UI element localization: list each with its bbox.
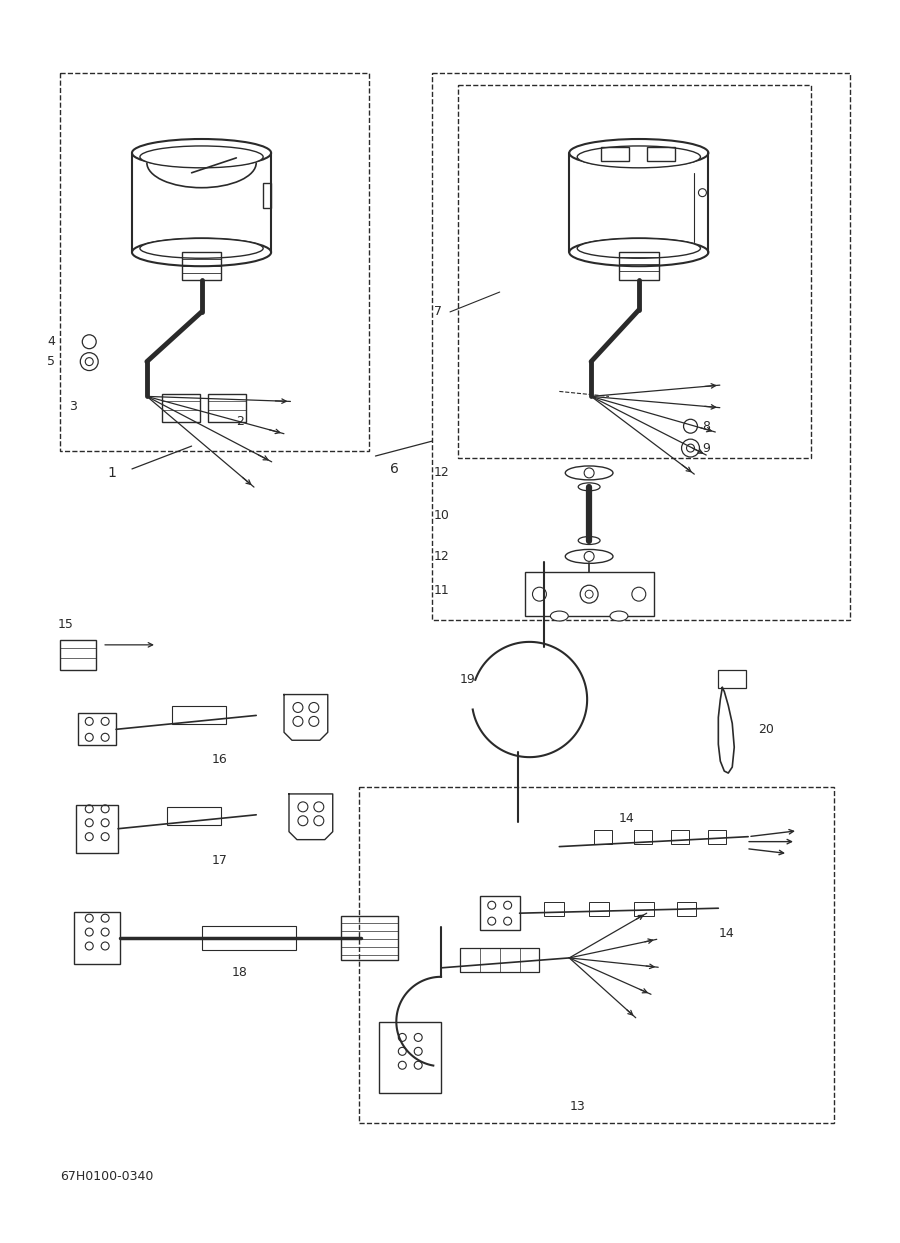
Text: 1: 1 <box>107 466 116 480</box>
Text: 6: 6 <box>391 462 400 476</box>
Bar <box>75 912 120 963</box>
Bar <box>708 830 726 844</box>
Bar <box>182 252 221 280</box>
Bar <box>166 807 221 825</box>
Bar <box>480 896 519 930</box>
Bar <box>590 902 609 916</box>
Text: 15: 15 <box>58 619 73 631</box>
Ellipse shape <box>610 612 628 622</box>
Text: 3: 3 <box>69 400 77 413</box>
Bar <box>670 830 688 844</box>
Text: 14: 14 <box>619 812 634 825</box>
Text: 13: 13 <box>570 1100 585 1114</box>
Bar <box>341 916 399 960</box>
Ellipse shape <box>551 612 568 622</box>
Bar <box>634 902 653 916</box>
Text: 20: 20 <box>758 723 774 736</box>
Ellipse shape <box>577 239 700 259</box>
Ellipse shape <box>132 139 271 167</box>
Text: 11: 11 <box>434 584 450 597</box>
Bar <box>544 902 564 916</box>
Bar <box>162 394 200 423</box>
Text: 7: 7 <box>434 306 442 318</box>
Bar <box>647 147 675 160</box>
Bar <box>172 706 227 725</box>
Text: 10: 10 <box>434 510 450 522</box>
Bar <box>60 73 368 451</box>
Ellipse shape <box>570 139 708 167</box>
Text: 16: 16 <box>212 753 227 766</box>
Text: 9: 9 <box>702 441 710 455</box>
Text: 5: 5 <box>48 355 56 368</box>
Text: 12: 12 <box>434 466 450 480</box>
Text: 12: 12 <box>434 549 450 563</box>
Bar <box>634 830 652 844</box>
Ellipse shape <box>578 537 600 544</box>
Bar <box>380 1022 441 1093</box>
Bar <box>432 73 850 620</box>
Bar <box>594 830 612 844</box>
Text: 18: 18 <box>231 966 248 979</box>
Bar <box>78 713 116 746</box>
Bar <box>619 252 659 280</box>
Ellipse shape <box>570 239 708 266</box>
Bar <box>601 147 629 160</box>
Text: 67H0100-0340: 67H0100-0340 <box>60 1170 154 1183</box>
Text: 8: 8 <box>702 420 710 433</box>
Ellipse shape <box>132 239 271 266</box>
Text: 17: 17 <box>212 854 228 868</box>
Bar <box>60 640 96 670</box>
Bar <box>718 670 746 687</box>
Bar <box>677 902 697 916</box>
Text: 14: 14 <box>718 926 734 940</box>
Bar <box>458 86 811 457</box>
Ellipse shape <box>140 239 263 259</box>
Ellipse shape <box>577 145 700 168</box>
Bar <box>460 948 539 972</box>
Bar <box>209 394 247 423</box>
Text: 2: 2 <box>237 415 244 428</box>
Bar <box>76 805 118 853</box>
Bar <box>202 926 296 950</box>
Bar <box>525 572 653 617</box>
Bar <box>358 787 833 1122</box>
Text: 19: 19 <box>460 674 476 686</box>
Ellipse shape <box>140 145 263 168</box>
Text: 4: 4 <box>48 336 56 348</box>
Ellipse shape <box>578 482 600 491</box>
Bar <box>263 183 271 208</box>
